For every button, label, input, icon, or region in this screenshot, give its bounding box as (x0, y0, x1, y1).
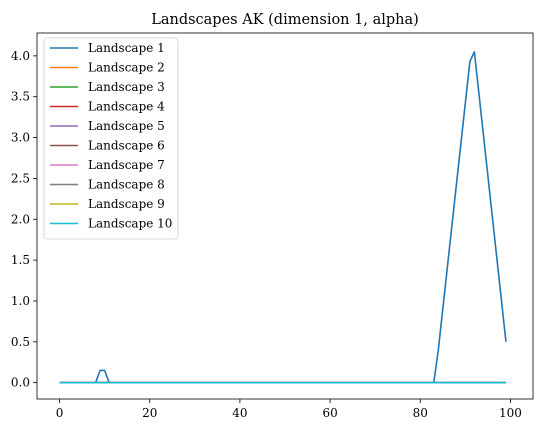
legend-label: Landscape 5 (88, 119, 165, 133)
y-tick-label: 0.0 (11, 376, 30, 390)
legend-box (43, 37, 179, 240)
legend-label: Landscape 6 (88, 139, 165, 153)
legend-label: Landscape 4 (88, 100, 165, 114)
y-tick-label: 2.0 (11, 212, 30, 226)
legend-label: Landscape 9 (88, 197, 165, 211)
y-tick-label: 4.0 (11, 49, 30, 63)
legend-label: Landscape 1 (88, 41, 165, 55)
legend: Landscape 1 Landscape 2 Landscape 3 Landsca… (43, 37, 179, 240)
x-tick-label: 40 (232, 406, 247, 420)
x-tick-label: 60 (322, 406, 337, 420)
y-tick-label: 1.5 (11, 253, 30, 267)
legend-label: Landscape 3 (88, 80, 165, 94)
y-tick-label: 1.0 (11, 294, 30, 308)
x-tick-label: 100 (499, 406, 522, 420)
legend-label: Landscape 7 (88, 158, 165, 172)
legend-label: Landscape 10 (88, 217, 172, 231)
y-tick-label: 0.5 (11, 335, 30, 349)
y-tick-label: 3.5 (11, 90, 30, 104)
x-tick-label: 20 (142, 406, 157, 420)
plot-lines (59, 50, 507, 384)
x-tick-label: 0 (56, 406, 64, 420)
plot-frame (36, 32, 534, 400)
legend-label: Landscape 8 (88, 178, 165, 192)
chart-title: Landscapes AK (dimension 1, alpha) (151, 12, 419, 28)
legend-label: Landscape 2 (88, 61, 165, 75)
y-tick-label: 3.0 (11, 131, 30, 145)
y-axis: 0.0 0.5 1.0 1.5 2.0 2.5 3.0 3.5 4.0 (11, 49, 37, 390)
y-tick-label: 2.5 (11, 171, 30, 185)
x-axis: 0 20 40 60 80 100 (56, 399, 522, 420)
x-tick-label: 80 (413, 406, 428, 420)
